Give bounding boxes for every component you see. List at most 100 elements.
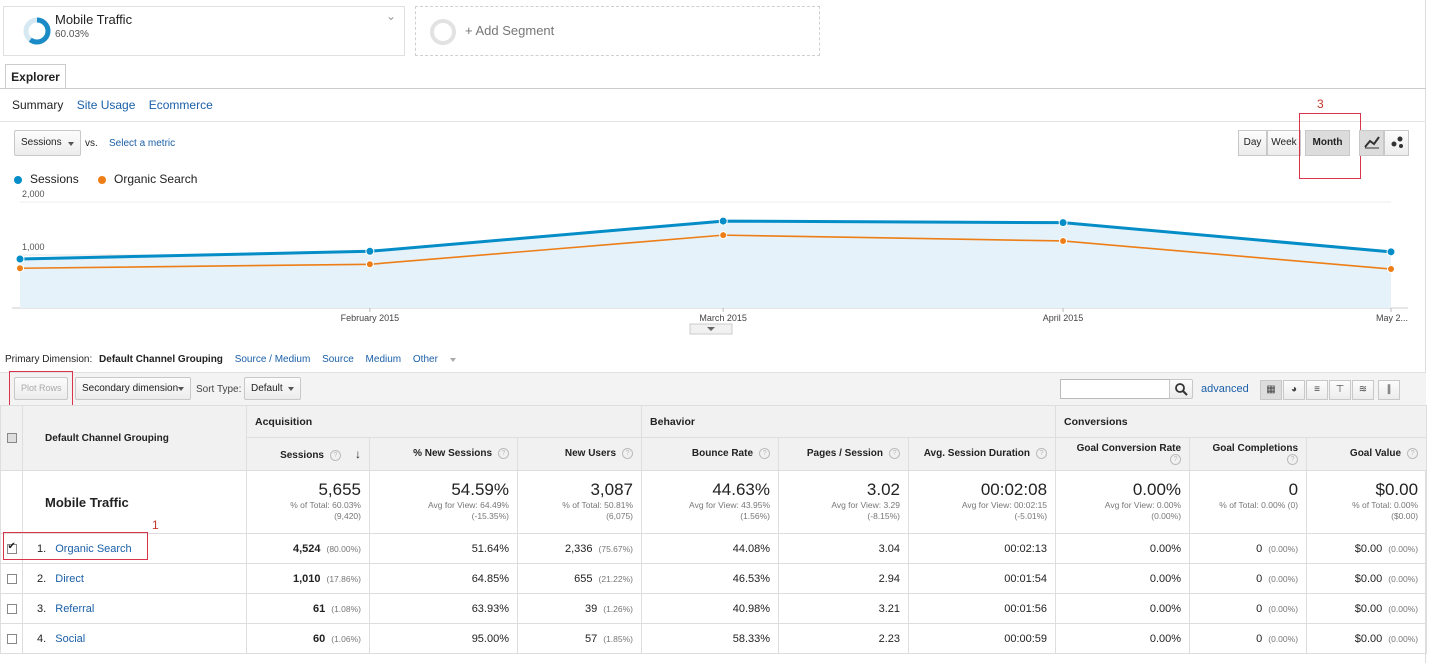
search-icon[interactable] [1169,379,1193,399]
subtab-site-usage[interactable]: Site Usage [76,98,136,112]
cell-new-users: 39 (1.26%) [516,593,643,624]
pivot-view-icon[interactable]: ∥ [1378,380,1400,400]
data-point [1386,247,1396,257]
legend-sessions[interactable]: Sessions [14,172,79,186]
legend-dot-organic [98,175,107,184]
subtab-ecommerce[interactable]: Ecommerce [148,98,213,112]
sessions-area [20,221,1391,308]
row-checkbox-box [6,541,17,554]
totals-compare-detail: (6,075) [606,511,634,521]
cell-avg-duration: 00:01:56 [908,593,1057,624]
select-all-checkbox[interactable] [0,405,23,471]
totals-value: 3,087 [590,480,634,499]
col-pages-session-label: Pages / Session [806,448,884,460]
tab-explorer[interactable]: Explorer [5,64,66,89]
help-icon[interactable]: ? [498,448,509,460]
table-row: 1. Organic Search 4,524 (80.00%) 51.64% 2,33… [0,533,1428,564]
totals-compare: % of Total: 50.81% [562,500,634,510]
row-dimension-link[interactable]: Organic Search [55,542,132,555]
row-checkbox[interactable] [0,593,23,624]
motion-chart-icon[interactable] [1384,130,1409,156]
row-dimension-link[interactable]: Direct [55,572,84,585]
highlight-box-month [1299,113,1361,179]
segment-card-mobile-traffic[interactable] [3,6,405,56]
cell-new-sessions: 64.85% [369,563,518,594]
col-goal-value[interactable]: Goal Value? [1306,437,1428,471]
subtab-summary[interactable]: Summary [12,98,64,112]
cell-bounce-rate: 44.08% [641,533,780,564]
period-week-button[interactable]: Week [1267,130,1301,156]
col-goal-value-label: Goal Value [1349,448,1402,460]
sort-type-select[interactable]: Default [244,377,301,400]
plot-rows-button[interactable]: Plot Rows [14,377,68,400]
x-tick-label: May 2... [1376,313,1408,323]
dimension-header[interactable]: Default Channel Grouping [22,405,247,471]
col-new-sessions[interactable]: % New Sessions? [369,437,518,471]
totals-spacer [0,470,23,534]
group-conversions: Conversions [1055,405,1428,438]
legend-organic[interactable]: Organic Search [98,172,197,186]
metric-select[interactable]: Sessions [14,130,81,156]
table-search-input[interactable] [1060,379,1170,399]
line-chart-icon[interactable] [1359,130,1384,156]
performance-view-icon[interactable]: ≡ [1306,380,1328,400]
table-view-icon[interactable]: ▦ [1260,380,1282,400]
help-icon[interactable]: ? [759,448,771,460]
dimension-source[interactable]: Source [322,354,354,365]
col-avg-duration[interactable]: Avg. Session Duration? [908,437,1057,471]
primary-dimension-bar: Primary Dimension: Default Channel Group… [5,354,474,365]
totals-compare: Avg for View: 00:02:15 [961,500,1048,510]
comparison-view-icon[interactable]: ⊤ [1329,380,1351,400]
row-checkbox[interactable] [0,563,23,594]
cell-pages-session: 3.21 [778,593,910,624]
data-point [365,260,374,269]
data-point [16,264,24,273]
chevron-down-icon[interactable]: ⌄ [386,9,397,23]
col-bounce-rate-label: Bounce Rate [691,448,754,460]
help-icon[interactable]: ? [889,448,901,460]
dimension-other[interactable]: Other [413,354,465,365]
row-checkbox[interactable] [0,533,23,564]
dimension-other-label: Other [412,354,438,365]
dimension-source-medium[interactable]: Source / Medium [234,354,311,365]
col-bounce-rate[interactable]: Bounce Rate? [641,437,780,471]
row-checkbox[interactable] [0,623,23,654]
help-icon[interactable]: ? [622,448,634,460]
col-goal-conv-rate[interactable]: Goal Conversion Rate? [1055,437,1191,471]
help-icon[interactable]: ? [1170,453,1182,465]
advanced-link[interactable]: advanced [1201,383,1249,395]
add-segment-button[interactable] [415,6,820,56]
annotation-1: 1 [152,518,159,532]
page-right-border [1425,0,1426,663]
help-icon[interactable]: ? [1036,448,1048,460]
sort-arrow-icon[interactable]: ↓ [355,447,361,461]
col-sessions[interactable]: Sessions? ↓ [246,437,370,471]
cell-goal-conv-rate: 0.00% [1055,623,1191,654]
help-icon[interactable]: ? [1287,453,1299,465]
totals-value: 5,655 [318,480,361,499]
col-goal-completions[interactable]: Goal Completions? [1189,437,1308,471]
totals-compare-detail: ($0.00) [1391,511,1419,521]
term-cloud-icon[interactable]: ≋ [1352,380,1374,400]
period-month-button[interactable]: Month [1305,130,1350,156]
caret-down-icon [288,387,294,391]
col-new-users[interactable]: New Users? [516,437,643,471]
row-dimension-link[interactable]: Social [55,632,86,645]
totals-compare: % of Total: 0.00% [1352,500,1419,510]
cell-goal-completions-value: 0 [1256,602,1263,615]
totals-compare-detail: (0.00%) [1151,511,1182,521]
help-icon[interactable]: ? [330,449,341,461]
period-day-button[interactable]: Day [1238,130,1267,156]
col-pages-session[interactable]: Pages / Session? [778,437,910,471]
row-dimension-link[interactable]: Referral [55,602,95,615]
secondary-dimension-select[interactable]: Secondary dimension [75,377,191,400]
help-icon[interactable]: ? [1407,448,1419,460]
pie-view-icon[interactable]: ◕ [1283,380,1305,400]
cell-pages-session-value: 3.21 [878,602,901,615]
select-metric-link[interactable]: Select a metric [109,138,176,149]
cell-avg-duration-value: 00:00:59 [1004,632,1048,645]
cell-goal-completions-percent: (0.00%) [1268,573,1299,584]
cell-new-users-percent: (75.67%) [598,543,634,554]
cell-new-sessions: 95.00% [369,623,518,654]
dimension-medium[interactable]: Medium [365,354,402,365]
